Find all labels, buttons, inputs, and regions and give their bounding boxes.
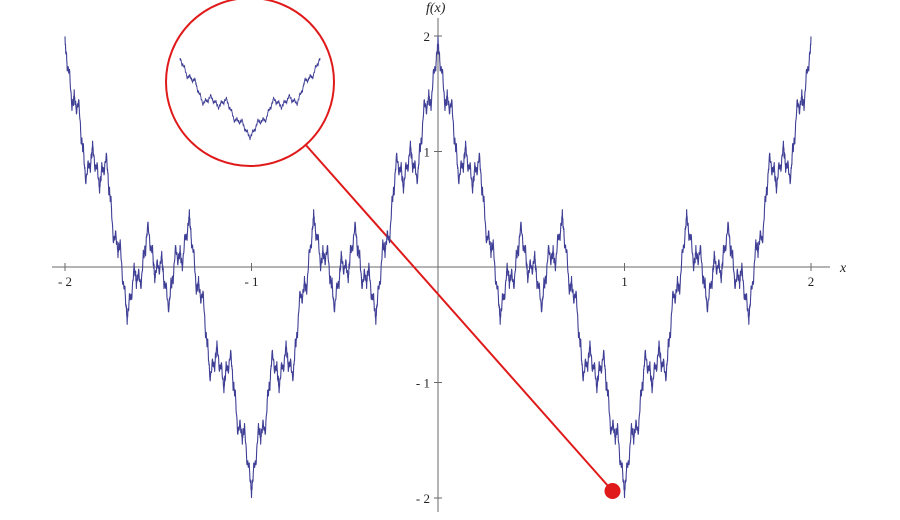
x-tick-label: 2 [808, 274, 815, 289]
x-axis-label: x [839, 261, 847, 276]
y-tick-label: 1 [424, 145, 431, 160]
zoom-inset [165, 0, 335, 167]
y-tick-label: 2 [424, 29, 431, 44]
y-tick-label: - 2 [416, 491, 430, 506]
zoom-inset-curve [179, 57, 321, 141]
zoom-connector-line [304, 144, 614, 492]
tick-group: - 2 - 1 1 2 2 1 - 1 - 2 [58, 29, 814, 506]
y-tick-label: - 1 [416, 376, 430, 391]
y-axis-label: f(x) [426, 1, 446, 16]
x-tick-label: 1 [621, 274, 628, 289]
series-line-fractal [64, 35, 812, 499]
highlighted-minimum-point [604, 483, 621, 499]
zoom-inset-circle [165, 0, 335, 167]
x-tick-label: - 1 [244, 274, 258, 289]
x-tick-label: - 2 [58, 274, 72, 289]
